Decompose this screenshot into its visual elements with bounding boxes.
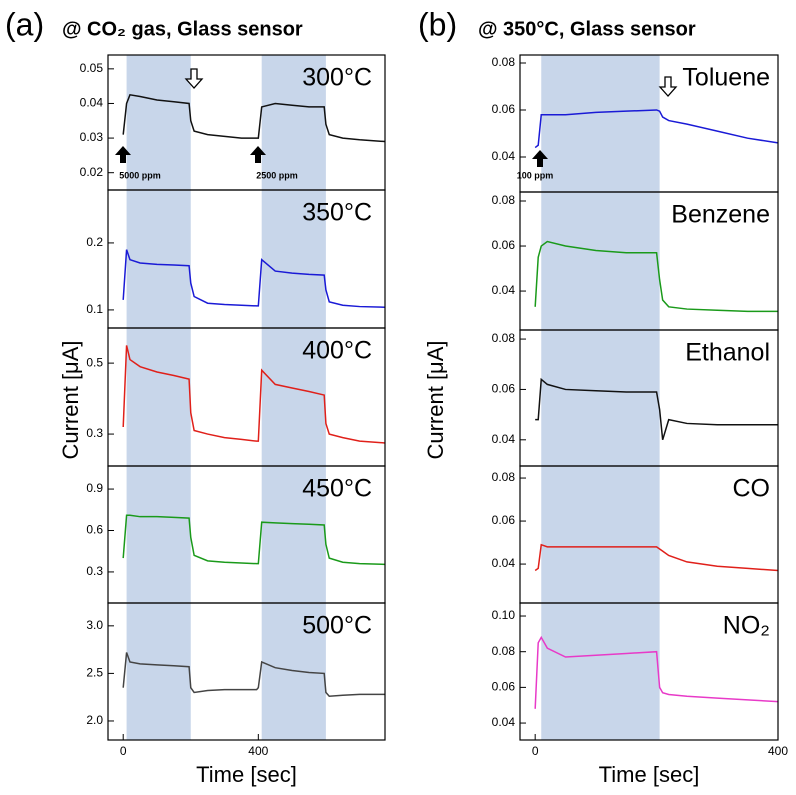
y-tick-label: 0.2 bbox=[86, 235, 103, 249]
subplot-label: 500°C bbox=[302, 612, 372, 640]
data-line bbox=[535, 377, 778, 441]
subplot-frame bbox=[107, 602, 386, 741]
data-line bbox=[534, 543, 779, 572]
y-tick-label: 0.08 bbox=[492, 470, 516, 484]
y-tick-label: 0.06 bbox=[492, 680, 516, 694]
injection-arrow bbox=[532, 150, 548, 167]
subplot-label: 300°C bbox=[302, 64, 372, 92]
y-tick-label: 0.3 bbox=[86, 564, 103, 578]
annotation: 2500 ppm bbox=[256, 170, 298, 180]
y-tick-label: 3.0 bbox=[86, 618, 103, 632]
y-tick-label: 0.04 bbox=[80, 96, 104, 110]
subplot-label: Ethanol bbox=[685, 339, 770, 367]
gas-on-region bbox=[541, 55, 660, 740]
y-tick-label: 0.05 bbox=[80, 61, 104, 75]
y-tick-label: 2.5 bbox=[86, 666, 103, 680]
y-tick-label: 0.3 bbox=[86, 426, 103, 440]
y-tick-label: 0.06 bbox=[492, 102, 516, 116]
y-tick-label: 0.9 bbox=[86, 481, 103, 495]
annotation: 5000 ppm bbox=[119, 170, 161, 180]
panel-title: @ 350°C, Glass sensor bbox=[478, 18, 696, 40]
injection-arrow bbox=[250, 146, 266, 163]
y-tick-label: 0.02 bbox=[80, 165, 104, 179]
y-tick-label: 0.04 bbox=[492, 149, 516, 163]
subplot-label: Toluene bbox=[682, 64, 770, 92]
annotation: 100 ppm bbox=[517, 170, 554, 180]
y-tick-label: 0.06 bbox=[492, 382, 516, 396]
x-axis-label: Time [sec] bbox=[599, 762, 700, 787]
gas-on-region bbox=[261, 55, 326, 740]
y-tick-label: 0.04 bbox=[492, 283, 516, 297]
data-line bbox=[534, 240, 778, 313]
data-line bbox=[122, 652, 385, 698]
y-tick-label: 0.06 bbox=[492, 513, 516, 527]
data-line bbox=[122, 93, 386, 143]
subplot-frame bbox=[519, 602, 779, 741]
release-arrow bbox=[184, 68, 204, 89]
release-arrow bbox=[658, 76, 678, 97]
data-line bbox=[122, 514, 386, 566]
data-line bbox=[534, 109, 779, 149]
y-tick-label: 0.04 bbox=[492, 715, 516, 729]
x-tick-label: 400 bbox=[768, 744, 788, 758]
subplot-label: 450°C bbox=[302, 475, 372, 503]
data-line bbox=[122, 345, 386, 444]
y-tick-label: 0.04 bbox=[492, 432, 516, 446]
y-tick-label: 0.06 bbox=[492, 238, 516, 252]
x-tick-label: 400 bbox=[248, 744, 268, 758]
y-tick-label: 2.0 bbox=[86, 713, 103, 727]
y-tick-label: 0.10 bbox=[492, 608, 516, 622]
y-tick-label: 0.08 bbox=[492, 331, 516, 345]
subplot-label: 400°C bbox=[302, 337, 372, 365]
subplot-label: NO₂ bbox=[723, 612, 770, 640]
x-tick-label: 0 bbox=[532, 744, 539, 758]
data-line bbox=[534, 635, 779, 709]
y-axis-label: Current [μA] bbox=[58, 340, 83, 459]
y-tick-label: 0.1 bbox=[86, 302, 103, 316]
y-tick-label: 0.6 bbox=[86, 523, 103, 537]
panel-label: (a) bbox=[5, 6, 44, 42]
subplot-label: CO bbox=[733, 475, 771, 503]
y-tick-label: 0.5 bbox=[86, 355, 103, 369]
y-tick-label: 0.08 bbox=[492, 193, 516, 207]
y-axis-label: Current [μA] bbox=[423, 340, 448, 459]
subplot-label: 350°C bbox=[302, 199, 372, 227]
x-axis-label: Time [sec] bbox=[196, 762, 297, 787]
subplot-label: Benzene bbox=[671, 201, 770, 229]
y-tick-label: 0.08 bbox=[492, 55, 516, 69]
panel-label: (b) bbox=[418, 6, 457, 42]
y-tick-label: 0.03 bbox=[80, 130, 104, 144]
panel-title: @ CO₂ gas, Glass sensor bbox=[62, 18, 303, 40]
y-tick-label: 0.04 bbox=[492, 556, 516, 570]
injection-arrow bbox=[115, 146, 131, 163]
gas-on-region bbox=[126, 55, 191, 740]
y-tick-label: 0.08 bbox=[492, 644, 516, 658]
data-line bbox=[122, 249, 386, 308]
x-tick-label: 0 bbox=[120, 744, 127, 758]
